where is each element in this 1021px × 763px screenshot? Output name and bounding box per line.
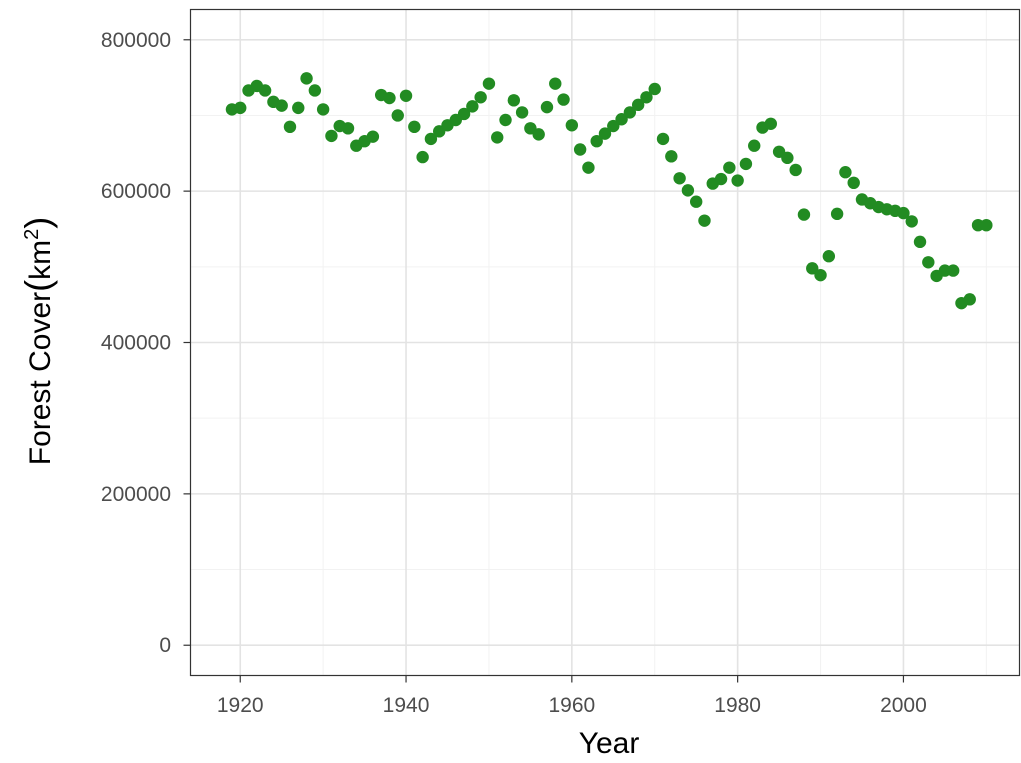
data-point (507, 94, 521, 107)
data-point (781, 151, 794, 165)
data-point (300, 72, 313, 85)
data-point (258, 84, 272, 97)
data-point (847, 176, 860, 190)
data-point (292, 101, 305, 115)
data-point (673, 172, 686, 185)
data-point (424, 132, 438, 146)
data-point (714, 172, 728, 186)
data-point (731, 174, 744, 187)
data-point (623, 106, 637, 119)
data-point (946, 264, 960, 277)
data-point (723, 161, 736, 174)
data-point (897, 206, 910, 220)
data-point (565, 119, 579, 132)
data-point (308, 84, 322, 97)
data-point (689, 195, 703, 208)
data-point (980, 218, 993, 232)
data-point (532, 128, 545, 141)
data-point (482, 77, 496, 90)
data-point (631, 98, 645, 112)
data-point (789, 163, 802, 177)
y-axis-unit-open-paren: ( (17, 280, 58, 292)
data-point (316, 103, 330, 116)
svg-text:Forest Cover(km2): Forest Cover(km2) (17, 217, 58, 466)
y-tick-label: 600000 (101, 180, 171, 203)
data-point (234, 101, 247, 115)
data-point (408, 120, 421, 134)
data-point (341, 122, 355, 135)
data-point (540, 100, 554, 114)
y-tick-label: 800000 (101, 29, 171, 52)
data-point (814, 268, 827, 282)
data-point (499, 113, 512, 127)
y-axis-label: Forest Cover(km2) (17, 217, 58, 466)
y-axis-unit-exponent: 2 (21, 229, 43, 240)
data-point (590, 134, 603, 148)
y-tick-label: 200000 (101, 483, 171, 506)
x-tick-label: 1980 (714, 694, 761, 717)
data-point (681, 184, 695, 197)
data-point (283, 120, 297, 134)
data-point (366, 130, 380, 143)
data-point (656, 132, 670, 146)
x-tick-label: 2000 (880, 694, 927, 717)
data-point (830, 207, 844, 221)
data-point (391, 109, 404, 122)
y-tick-label: 0 (159, 634, 171, 657)
data-point (457, 107, 471, 121)
data-point (839, 166, 852, 179)
x-tick-label: 1960 (548, 694, 595, 717)
data-point (797, 208, 811, 221)
data-point (698, 214, 711, 227)
data-point (748, 139, 761, 152)
data-point (905, 215, 918, 228)
data-point (963, 293, 976, 306)
data-point (474, 91, 487, 104)
data-point (325, 129, 338, 143)
data-point (557, 93, 570, 106)
data-point (922, 256, 935, 269)
y-axis-unit-close-paren: ) (17, 217, 58, 229)
data-point (648, 82, 661, 96)
data-point (466, 100, 479, 113)
data-point (573, 143, 587, 156)
data-point (598, 127, 612, 140)
x-axis-label: Year (579, 727, 640, 758)
y-axis-unit: km (24, 240, 57, 280)
data-point (739, 157, 753, 171)
data-point (416, 150, 429, 164)
data-point (913, 235, 927, 249)
data-point (549, 77, 562, 90)
data-point (822, 250, 836, 263)
data-point (806, 262, 819, 275)
data-point (640, 91, 653, 104)
x-tick-label: 1920 (217, 694, 264, 717)
data-point (515, 106, 529, 119)
data-point (615, 113, 628, 126)
data-point (491, 131, 504, 144)
data-point (607, 119, 620, 133)
y-tick-label: 400000 (101, 332, 171, 355)
y-axis-label-text: Forest Cover (24, 292, 57, 465)
data-point (399, 89, 413, 102)
data-point (383, 91, 396, 105)
data-point (275, 99, 288, 112)
x-tick-label: 1940 (383, 694, 430, 717)
data-point (582, 161, 595, 174)
data-point (764, 117, 777, 130)
data-point (665, 150, 678, 163)
